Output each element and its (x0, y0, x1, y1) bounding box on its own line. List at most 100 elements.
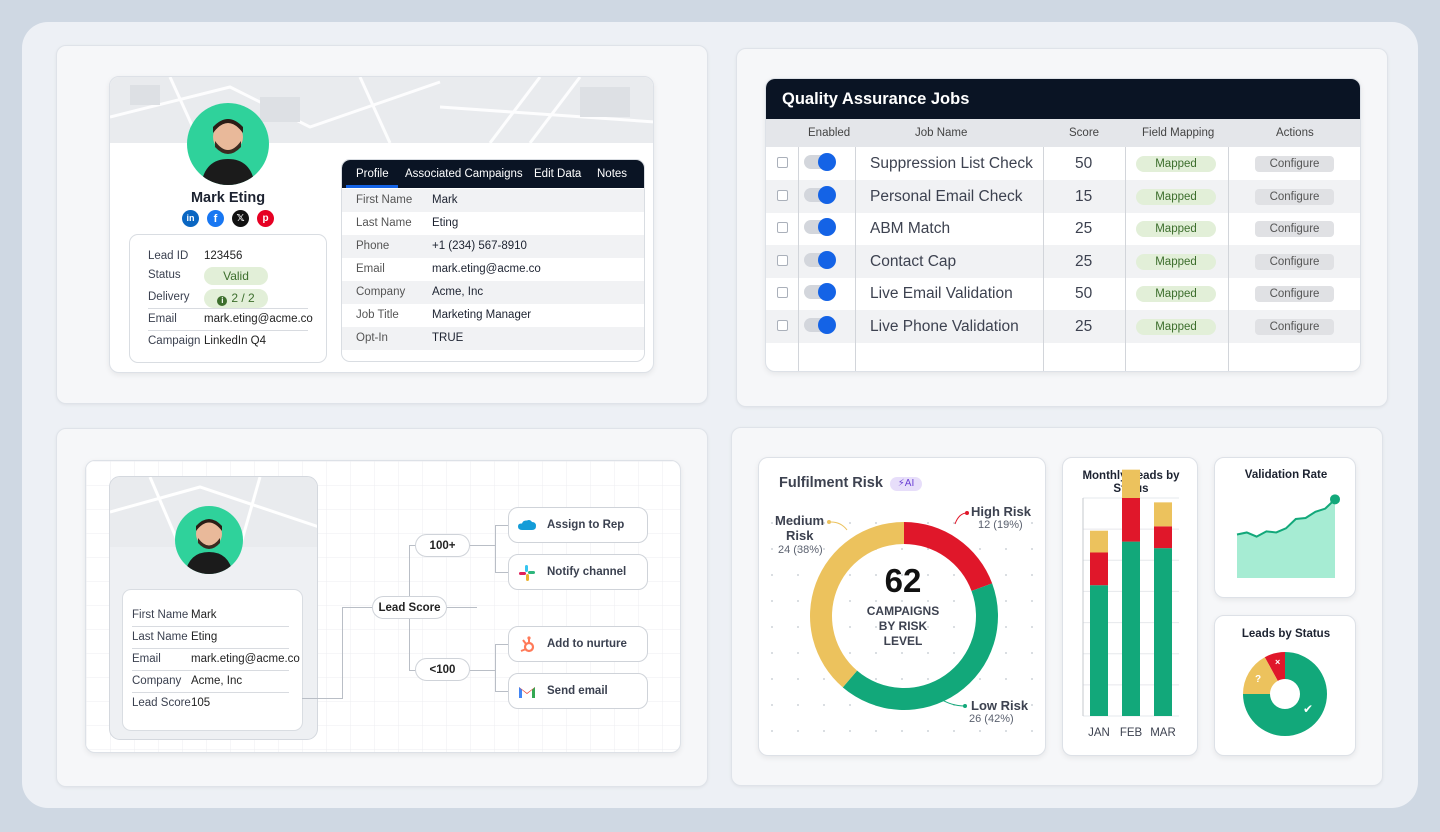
lead-profile-card: Mark Eting in f 𝕏 p Lead ID 123456 Status… (109, 76, 654, 373)
field-label: Job Title (356, 309, 399, 321)
row-checkbox[interactable] (777, 320, 788, 331)
job-score: 15 (1075, 188, 1093, 205)
connector (470, 670, 495, 671)
info-icon: i (217, 296, 228, 306)
job-name: ABM Match (870, 220, 951, 237)
configure-button[interactable]: Configure (1255, 254, 1334, 270)
bar-jan-pending (1090, 530, 1108, 553)
column-divider (1043, 147, 1044, 371)
connector (495, 572, 509, 573)
divider (148, 308, 308, 309)
person-photo (201, 119, 255, 185)
col-enabled: Enabled (808, 127, 851, 139)
tab-profile[interactable]: Profile (356, 168, 389, 180)
summary-label: Delivery (148, 291, 190, 303)
row-checkbox[interactable] (777, 190, 788, 201)
configure-button[interactable]: Configure (1255, 189, 1334, 205)
status-slice-pending (1243, 657, 1278, 694)
connector (495, 644, 509, 645)
row-checkbox[interactable] (777, 287, 788, 298)
hubspot-icon (520, 636, 535, 653)
connector (495, 525, 496, 572)
decision-node[interactable]: Lead Score (372, 596, 447, 619)
high-risk-label: High Risk (971, 504, 1031, 519)
enabled-toggle[interactable] (804, 283, 836, 301)
bar-mar-valid (1154, 548, 1172, 716)
row-checkbox[interactable] (777, 255, 788, 266)
lead-label: Email (132, 653, 161, 665)
medium-risk-label-2: Risk (786, 528, 814, 543)
table-row: Live Phone Validation 25 Mapped Configure (766, 310, 1360, 343)
configure-button[interactable]: Configure (1255, 286, 1334, 302)
mapping-badge: Mapped (1136, 156, 1216, 172)
center-value: 62 (884, 562, 922, 599)
tab-notes[interactable]: Notes (597, 168, 628, 180)
field-row: Last Name Eting (342, 212, 644, 235)
tick-label-jan: JAN (1088, 727, 1110, 739)
branch-low[interactable]: <100 (415, 658, 470, 681)
low-risk-sub: 26 (42%) (969, 713, 1014, 725)
valid-glyph: ✔ (1303, 702, 1314, 716)
enabled-toggle[interactable] (804, 251, 836, 269)
branch-high[interactable]: 100+ (415, 534, 470, 557)
configure-button[interactable]: Configure (1255, 221, 1334, 237)
bar-jan-rejected (1090, 552, 1108, 586)
leads-status-card: Leads by Status ? × ✔ (1214, 615, 1356, 756)
field-value: Marketing Manager (432, 309, 532, 321)
job-score: 25 (1075, 253, 1093, 270)
facebook-icon[interactable]: f (207, 210, 224, 227)
pinterest-icon[interactable]: p (257, 210, 274, 227)
field-row: Phone +1 (234) 567-8910 (342, 235, 644, 258)
field-label: Email (356, 263, 385, 275)
configure-button[interactable]: Configure (1255, 156, 1334, 172)
linkedin-icon[interactable]: in (182, 210, 199, 227)
table-row: Suppression List Check 50 Mapped Configure (766, 147, 1360, 180)
action-add-to-nurture[interactable]: Add to nurture (508, 626, 648, 662)
col-actions: Actions (1276, 127, 1314, 139)
low-risk-leader (938, 697, 966, 707)
action-assign-to-rep[interactable]: Assign to Rep (508, 507, 648, 543)
divider (132, 626, 289, 627)
medium-risk-leader (830, 521, 848, 531)
field-row: First Name Mark (342, 189, 644, 212)
enabled-toggle[interactable] (804, 153, 836, 171)
bar-jan-valid (1090, 585, 1108, 716)
action-send-email[interactable]: Send email (508, 673, 648, 709)
row-checkbox[interactable] (777, 157, 788, 168)
high-risk-dot (965, 511, 969, 515)
center-label-line-2: BY RISK (878, 619, 928, 633)
validation-rate-area-chart (1236, 494, 1340, 578)
column-divider (1125, 147, 1126, 371)
job-score: 50 (1075, 155, 1093, 172)
tab-edit-data[interactable]: Edit Data (534, 168, 582, 180)
bar-feb-valid (1122, 541, 1140, 716)
job-score: 25 (1075, 318, 1093, 335)
divider (132, 670, 289, 671)
row-checkbox[interactable] (777, 222, 788, 233)
configure-button[interactable]: Configure (1255, 319, 1334, 335)
bolt-icon: ⚡ (897, 478, 905, 489)
tab-bar: Profile Associated Campaigns Edit Data N… (342, 160, 644, 188)
action-notify-channel[interactable]: Notify channel (508, 554, 648, 590)
x-icon[interactable]: 𝕏 (232, 210, 249, 227)
divider (148, 330, 308, 331)
lead-value: Mark (191, 609, 217, 621)
center-label-line-1: CAMPAIGNS (866, 604, 940, 618)
table-header: Enabled Job Name Score Field Mapping Act… (766, 119, 1360, 147)
map-banner (110, 77, 653, 143)
enabled-toggle[interactable] (804, 218, 836, 236)
fulfilment-risk-card: Fulfilment Risk ⚡AI 62 CAMPAIGNS BY RISK… (758, 457, 1046, 756)
enabled-toggle[interactable] (804, 316, 836, 334)
table-row: ABM Match 25 Mapped Configure (766, 212, 1360, 245)
job-name: Live Phone Validation (870, 318, 1019, 335)
low-risk-dot (963, 704, 967, 708)
divider (132, 648, 289, 649)
table-row: Live Email Validation 50 Mapped Configure (766, 277, 1360, 310)
connector (495, 525, 509, 526)
enabled-toggle[interactable] (804, 186, 836, 204)
tab-associated-campaigns[interactable]: Associated Campaigns (405, 168, 523, 180)
column-divider (855, 147, 856, 371)
field-value: +1 (234) 567-8910 (432, 240, 527, 252)
validation-endpoint (1330, 494, 1340, 505)
